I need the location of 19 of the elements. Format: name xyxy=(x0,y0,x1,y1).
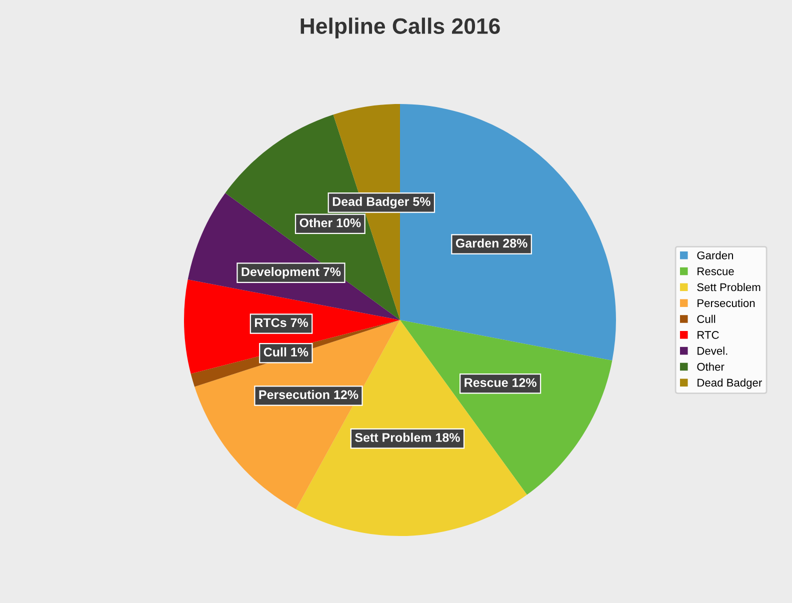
chart-title: Helpline Calls 2016 xyxy=(300,18,500,38)
data-label: Garden 28% xyxy=(456,238,528,248)
legend-label: Rescue xyxy=(698,267,734,276)
data-label: Cull 1% xyxy=(264,347,308,356)
legend-label: RTC xyxy=(698,331,719,339)
data-label: Persecution 12% xyxy=(259,390,358,400)
legend-label: Dead Badger xyxy=(698,378,762,389)
legend-label: Devel. xyxy=(698,346,728,355)
data-label: Sett Problem 18% xyxy=(355,432,460,442)
legend-label: Cull xyxy=(697,314,716,323)
legend-label: Other xyxy=(697,362,724,371)
legend-label: Sett Problem xyxy=(697,282,760,292)
data-label: Other 10% xyxy=(300,218,361,228)
legend-label: Garden xyxy=(697,251,734,260)
data-label: Rescue 12% xyxy=(464,378,536,388)
data-label: RTCs 7% xyxy=(255,318,308,328)
legend-label: Persecution xyxy=(698,298,755,308)
data-label: Development 7% xyxy=(242,266,341,279)
data-label: Dead Badger 5% xyxy=(332,196,430,209)
